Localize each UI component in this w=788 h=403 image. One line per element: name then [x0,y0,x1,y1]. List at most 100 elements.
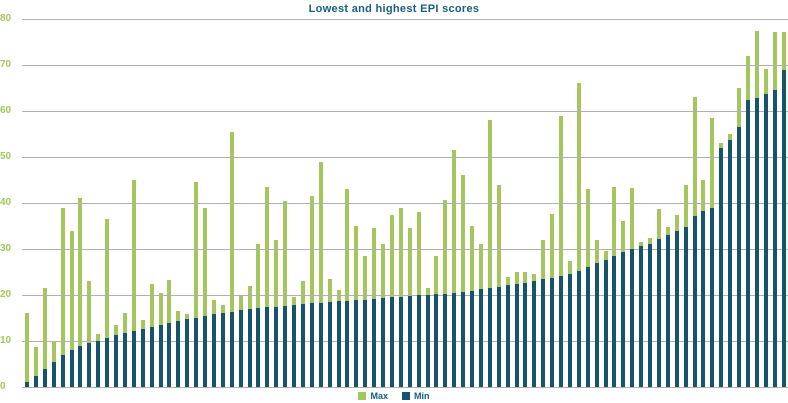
max-bar [487,120,492,387]
min-bar [87,343,92,387]
min-bar [461,291,466,387]
min-bar [256,308,261,387]
min-bar [229,311,234,387]
legend-label-min: Min [414,390,430,401]
legend: Max Min [0,389,788,402]
gridline [22,111,788,112]
min-bar [274,306,279,387]
gridline [22,203,788,204]
min-bar [309,303,314,387]
min-bar [220,312,225,387]
min-bar [327,301,332,387]
min-bar [443,293,448,387]
min-bar [612,255,617,387]
min-bar [131,330,136,387]
min-bar [754,97,759,387]
min-bar [505,285,510,387]
min-series-swatch [402,391,410,400]
min-bar [363,299,368,387]
gridline [22,65,788,66]
min-bar [781,69,786,387]
min-bar [559,275,563,387]
min-bar [407,295,412,387]
min-bar [523,282,528,387]
max-bar [283,200,288,387]
min-bar [665,235,670,387]
min-bar [33,375,38,387]
y-axis-tick-label: 80 [0,13,12,24]
min-bar [567,273,572,387]
max-bar [309,196,314,387]
min-bar [149,326,154,387]
min-bar [630,249,635,387]
max-bar [203,208,207,387]
gridline [22,157,788,158]
min-bar [683,226,688,387]
y-axis-tick-label: 40 [0,197,12,208]
min-bar [194,317,199,387]
min-bar [550,277,555,387]
min-bar [692,216,697,387]
gridline [22,387,788,388]
min-bar [51,361,56,387]
y-axis-tick-label: 20 [0,289,12,300]
max-bar [559,115,563,387]
max-bar [78,198,83,387]
min-bar [621,252,626,387]
max-bar [496,184,501,387]
min-bar [585,266,590,387]
min-bar [719,147,724,387]
chart-title: Lowest and highest EPI scores [308,3,480,15]
max-bar [461,175,466,387]
min-bar [514,283,519,387]
min-bar [105,337,110,387]
max-bar [229,131,234,387]
legend-label-max: Max [370,390,388,401]
min-bar [381,298,385,387]
min-bar [772,90,777,387]
min-bar [283,305,288,387]
max-bar [33,347,38,387]
max-bar [42,288,47,387]
min-bar [416,295,421,387]
min-bar [452,292,457,387]
min-bar [487,288,492,387]
min-bar [203,315,207,387]
min-bar [69,350,74,387]
min-bar [656,238,661,387]
y-axis-tick-label: 60 [0,105,12,116]
legend-item-max: Max [358,391,388,401]
min-bar [185,319,190,387]
min-bar [354,300,359,387]
min-bar [701,211,706,387]
min-bar [398,296,403,387]
y-axis-tick-label: 10 [0,335,12,346]
min-bar [25,382,29,387]
min-bar [389,297,394,387]
min-bar [532,281,537,387]
min-bar [728,139,733,387]
min-bar [176,321,181,387]
min-bar [737,127,741,387]
max-bar [105,219,110,387]
min-bar [96,341,101,387]
min-bar [158,324,163,387]
min-bar [292,304,296,387]
max-bar [87,281,92,387]
min-bar [265,307,270,387]
max-bar [69,230,74,387]
min-bar [122,333,127,387]
min-bar [211,314,216,387]
min-bar [425,295,430,387]
min-bar [496,286,501,387]
min-bar [300,304,305,387]
min-bar [763,93,768,387]
max-bar [131,180,136,387]
y-axis-tick-label: 30 [0,243,12,254]
max-series-swatch [358,391,367,400]
min-bar [345,300,350,387]
min-bar [710,207,715,387]
min-bar [648,244,652,387]
y-axis-tick-label: 50 [0,151,12,162]
